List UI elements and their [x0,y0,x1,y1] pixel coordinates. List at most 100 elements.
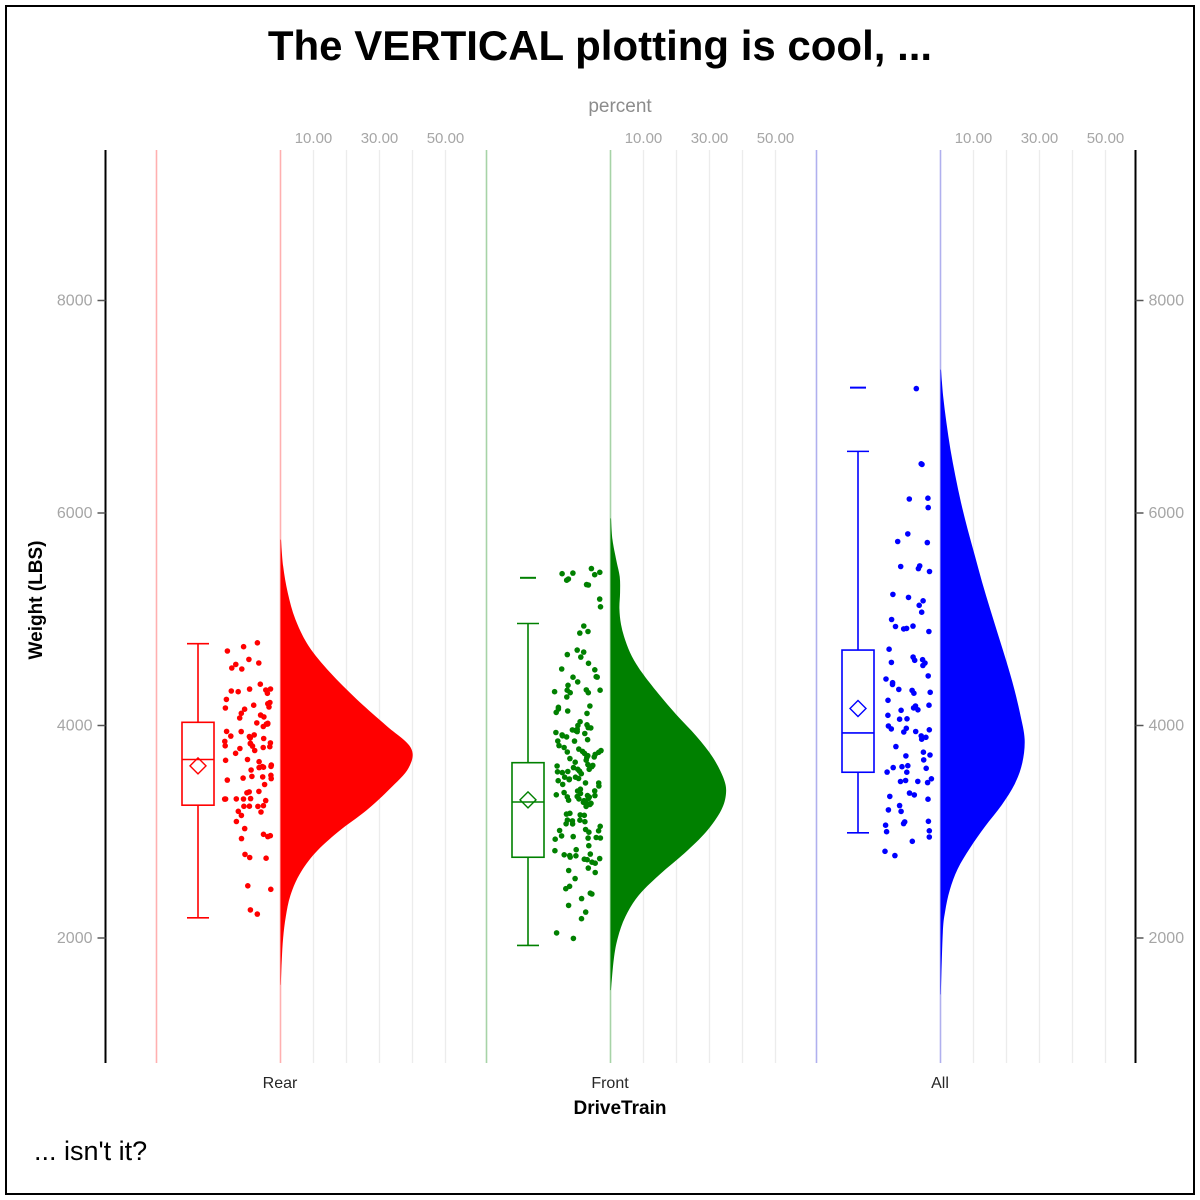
jitter-point-front [580,649,587,655]
jitter-point-all [925,673,931,679]
jitter-point-rear [267,740,274,746]
jitter-point-front [558,833,565,839]
jitter-point-front [555,738,561,744]
jitter-point-all [885,807,892,813]
percent-tick-label: 10.00 [955,130,993,147]
mean-diamond-rear [189,756,207,775]
jitter-point-front [574,679,581,685]
jitter-point-front [572,774,579,780]
jitter-point-all [926,828,933,834]
jitter-point-front [596,855,603,862]
jitter-point-front [551,688,558,695]
jitter-point-front [584,710,590,717]
box-rear [181,721,215,806]
jitter-point-front [585,660,592,667]
jitter-point-rear [260,744,267,751]
jitter-point-front [585,835,591,841]
jitter-point-rear [240,775,246,781]
jitter-point-rear [229,665,235,671]
jitter-point-front [553,930,560,936]
jitter-point-rear [247,907,254,913]
jitter-point-all [889,681,896,688]
jitter-point-front [570,674,576,680]
jitter-point-all [885,712,891,719]
jitter-point-front [577,817,583,823]
jitter-point-all [884,769,890,775]
jitter-point-rear [238,812,245,819]
jitter-point-rear [260,831,267,838]
jitter-point-rear [268,775,275,782]
jitter-point-rear [250,702,257,708]
jitter-point-rear [254,640,261,646]
jitter-point-all [927,752,933,758]
jitter-point-rear [249,743,256,749]
jitter-point-rear [251,732,257,738]
jitter-point-front [570,935,577,942]
jitter-point-all [890,764,896,771]
jitter-point-all [901,819,908,825]
jitter-point-rear [222,796,229,802]
jitter-point-all [887,793,893,800]
mean-diamond-front [519,790,537,809]
jitter-point-all [915,565,922,572]
y-tick-label-right: 2000 [1149,930,1185,947]
jitter-point-all [913,385,920,392]
violin-rear [280,539,413,985]
jitter-point-rear [260,735,267,742]
jitter-point-all [920,598,926,604]
jitter-point-all [923,734,929,741]
jitter-point-all [923,765,929,772]
jitter-point-rear [253,720,260,726]
jitter-point-front [576,768,583,774]
jitter-point-all [882,848,888,855]
jitter-point-rear [260,764,267,770]
jitter-point-rear [264,690,271,697]
jitter-point-rear [267,686,274,692]
jitter-point-all [918,733,924,739]
jitter-point-all [892,623,899,630]
jitter-point-all [903,753,909,759]
jitter-point-rear [222,743,228,749]
jitter-point-front [564,749,571,755]
jitter-point-rear [268,886,274,893]
jitter-point-rear [266,704,272,710]
jitter-point-front [553,792,560,798]
jitter-point-front [586,766,592,773]
jitter-point-front [585,795,592,802]
x-axis-title: DriveTrain [573,1098,667,1119]
violin-front [610,518,727,991]
jitter-point-front [581,812,588,819]
jitter-point-all [910,705,917,711]
percent-tick-label: 50.00 [1087,130,1125,147]
jitter-point-front [567,810,573,817]
jitter-point-front [591,571,598,578]
jitter-point-all [896,716,903,722]
jitter-point-front [585,689,592,696]
jitter-point-front [567,854,573,860]
jitter-point-front [578,895,585,902]
jitter-point-all [894,538,901,545]
footnote: ... isn't it? [34,1136,148,1166]
y-tick-label-right: 6000 [1149,505,1185,522]
jitter-point-front [559,733,566,739]
jitter-point-front [576,796,582,802]
box-all [841,649,875,774]
jitter-point-all [905,531,911,537]
jitter-point-front [592,869,598,876]
jitter-point-all [883,676,889,682]
jitter-point-front [553,729,559,736]
jitter-point-all [885,697,891,704]
jitter-point-front [565,682,571,689]
jitter-point-front [586,842,592,849]
jitter-point-front [571,738,578,744]
jitter-point-all [926,834,933,840]
jitter-point-rear [222,757,229,764]
jitter-point-front [566,776,572,783]
jitter-point-all [925,495,931,502]
percent-tick-label: 50.00 [427,130,465,147]
jitter-point-rear [222,738,228,745]
jitter-point-all [898,808,904,815]
jitter-point-all [909,687,915,694]
jitter-point-rear [256,758,262,765]
